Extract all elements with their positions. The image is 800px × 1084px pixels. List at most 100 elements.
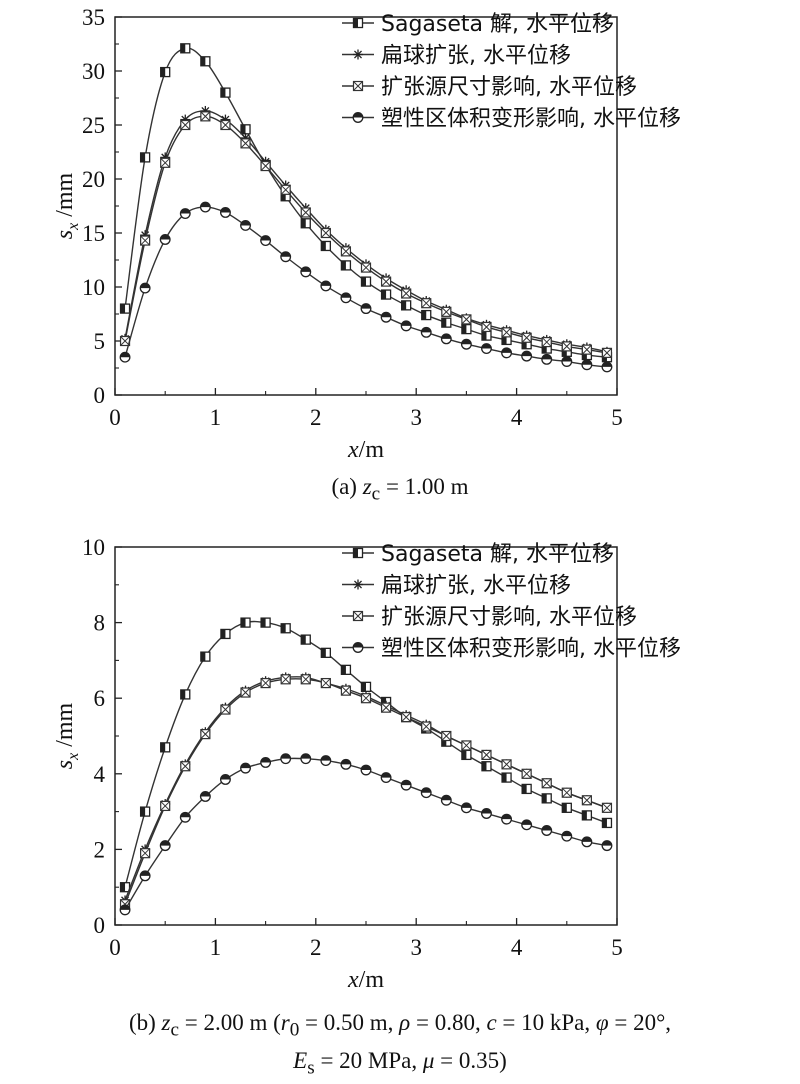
chart-a-x-tick-label: 3	[410, 405, 422, 430]
chart-b-series-2-point	[260, 677, 271, 689]
chart-b-series-3-point	[561, 830, 573, 842]
chart-b-caption: (b) zc = 2.00 m (r0 = 0.50 m, ρ = 0.80, …	[0, 1008, 800, 1083]
chart-a-series-2-point	[300, 207, 311, 218]
chart-a-y-tick-label: 0	[94, 383, 106, 408]
chart-b-y-axis-label: sx /mm	[52, 702, 82, 769]
chart-a-legend-entry-1: 扁球扩张, 水平位移	[342, 44, 571, 69]
chart-a-series-3-point	[260, 235, 272, 247]
chart-b-series-1-line	[124, 676, 608, 901]
chart-a-series-3-point	[521, 350, 533, 362]
chart-a-series-3-line	[124, 206, 608, 368]
chart-a-series-0-point	[421, 309, 432, 321]
chart-a-legend-label-3: 塑性区体积变形影响, 水平位移	[381, 107, 681, 132]
chart-b-series-2	[119, 674, 613, 910]
chart-b-series-3-point	[139, 870, 151, 882]
chart-b-series-0-point	[220, 628, 231, 640]
chart-a-series-3-point	[119, 351, 131, 363]
chart-b-x-tick-label: 2	[310, 935, 322, 960]
chart-a-series-3-point	[360, 303, 372, 315]
chart-a-series-0-point	[340, 260, 352, 271]
chart-b-legend-marker-1	[353, 579, 363, 590]
chart-a-series-3-point	[581, 359, 593, 371]
chart-b-caption-line-1: (b) zc = 2.00 m (r0 = 0.50 m, ρ = 0.80, …	[128, 1010, 672, 1041]
chart-b-series-2-point	[360, 693, 372, 704]
chart-b-series-3-point	[159, 840, 171, 852]
chart-b-series-2-point	[561, 787, 572, 798]
chart-b-legend-label-2: 扩张源尺寸影响, 水平位移	[381, 605, 637, 630]
chart-a-y-tick-label: 10	[82, 275, 105, 300]
chart-a-series-0-point	[461, 323, 472, 335]
chart-a-y-tick-label: 15	[82, 221, 105, 246]
chart-b-series-3-point	[360, 764, 372, 776]
chart-b-y-tick-label: 8	[94, 611, 106, 636]
chart-a-y-tick-label: 5	[94, 329, 106, 354]
chart-b-x-tick-label: 0	[109, 935, 121, 960]
chart-b-series-0-point	[340, 664, 352, 676]
chart-a-series-0-point	[180, 43, 191, 54]
chart-a-series-2-point	[360, 262, 372, 273]
chart-a-legend-marker-0	[352, 17, 364, 29]
chart-a-series-2-point	[240, 138, 251, 149]
chart-a-series-3-point	[541, 353, 553, 365]
chart-a-series-3-point	[440, 333, 452, 345]
chart-a-legend-label-2: 扩张源尺寸影响, 水平位移	[381, 75, 637, 100]
chart-b-series-3-point	[179, 811, 191, 823]
chart-b-series-0-point	[260, 617, 271, 628]
chart-b-series-3-point	[280, 753, 292, 765]
chart-b-series-2-point	[501, 759, 512, 770]
chart-a-series-3-point	[601, 361, 613, 373]
chart-a-legend-marker-2	[352, 80, 364, 92]
chart-b-series-3-point	[219, 774, 231, 785]
chart-b-series-0-point	[581, 810, 593, 821]
chart-a-series-3-point	[219, 207, 231, 218]
chart-a-x-tick-label: 1	[210, 405, 222, 430]
chart-a-series-3-point	[280, 251, 292, 263]
chart-b-y-tick-label: 10	[82, 535, 105, 560]
chart-panel-b: 0 1 2 3 4 5 0 2 4 6 8 10 x/m sx /mm Sagaseta 解, 水平位移 扁球…	[0, 530, 800, 1084]
chart-b-svg: 0 1 2 3 4 5 0 2 4 6 8 10 x/m sx /mm Sagaseta 解, 水平位移扁球…	[52, 535, 681, 993]
chart-a-series-1	[120, 105, 612, 357]
chart-b-series-3-point	[340, 758, 352, 770]
chart-b-series-2-point	[320, 677, 331, 689]
chart-a-caption: (a) zc = 1.00 m	[0, 472, 800, 510]
chart-b-series-3-point	[521, 819, 533, 831]
chart-b-series-2-point	[401, 712, 412, 723]
chart-a-series-3-point	[420, 326, 432, 338]
chart-a-series-0-point	[481, 330, 492, 341]
chart-a-series-2-point	[501, 327, 512, 338]
chart-b-legend-label-0: Sagaseta 解, 水平位移	[381, 542, 614, 567]
chart-b-series-0-point	[320, 647, 331, 658]
chart-a-series-3-point	[300, 266, 312, 278]
chart-a-series-2-point	[481, 321, 492, 333]
chart-b-series-2-point	[200, 729, 211, 740]
chart-a-series-0-point	[441, 317, 452, 328]
chart-b-plot-frame	[114, 546, 618, 926]
chart-a-series-3-point	[139, 282, 151, 294]
chart-b-x-tick-label: 4	[511, 935, 523, 960]
chart-a-legend-entry-3: 塑性区体积变形影响, 水平位移	[342, 107, 681, 132]
chart-b-series-0-point	[200, 651, 211, 662]
chart-a-legend-label-1: 扁球扩张, 水平位移	[381, 44, 571, 69]
chart-a-series-2-point	[320, 227, 331, 239]
chart-b-y-tick-label: 4	[94, 762, 106, 787]
chart-b-x-tick-label: 3	[410, 935, 422, 960]
chart-a-series-2-point	[280, 184, 291, 195]
chart-b-legend-marker-2	[352, 610, 364, 622]
chart-b-series-3-point	[601, 840, 613, 852]
chart-b-legend-marker-3	[352, 642, 364, 653]
chart-b-y-tick-label: 6	[94, 686, 106, 711]
chart-b-caption-line-2: Es = 20 MPa, μ = 0.35)	[293, 1047, 507, 1079]
chart-b-series-3-point	[240, 762, 251, 774]
chart-a-legend-entry-0: Sagaseta 解, 水平位移	[342, 12, 614, 37]
chart-a-series-0-point	[320, 240, 331, 252]
chart-a-x-axis-label: x/m	[347, 437, 384, 463]
chart-b-series-0-point	[240, 617, 251, 628]
chart-b-series-2-point	[220, 704, 231, 715]
chart-a-series-0-point	[139, 152, 151, 163]
chart-a-series-3-point	[199, 201, 211, 213]
chart-b-series-2-point	[240, 687, 251, 698]
chart-a-y-tick-label: 30	[82, 59, 105, 84]
chart-b-series-0-point	[481, 761, 492, 772]
chart-b-series-0-point	[160, 742, 171, 753]
